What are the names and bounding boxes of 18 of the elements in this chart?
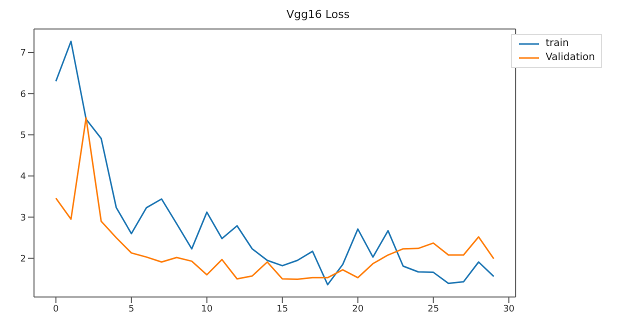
y-tick-label: 2 xyxy=(20,254,26,264)
x-tick-label: 25 xyxy=(428,304,440,314)
y-tick-label: 5 xyxy=(20,130,26,141)
chart-title: Vgg16 Loss xyxy=(285,8,351,22)
legend-label: train xyxy=(546,37,569,51)
line-series xyxy=(55,117,494,280)
y-tick-label: 6 xyxy=(20,90,26,100)
x-tick-label: 10 xyxy=(201,304,213,314)
y-tick-label: 7 xyxy=(20,48,26,59)
y-tick-label: 3 xyxy=(20,213,26,224)
x-tick-label: 5 xyxy=(128,304,134,314)
x-tick-label: 30 xyxy=(503,304,515,314)
x-tick-label: 20 xyxy=(352,304,364,314)
line-series xyxy=(55,40,494,286)
x-tick-label: 0 xyxy=(53,304,60,314)
y-tick-label: 4 xyxy=(20,172,26,182)
x-tick-label: 15 xyxy=(276,304,288,314)
legend-label: Validation xyxy=(546,51,595,65)
